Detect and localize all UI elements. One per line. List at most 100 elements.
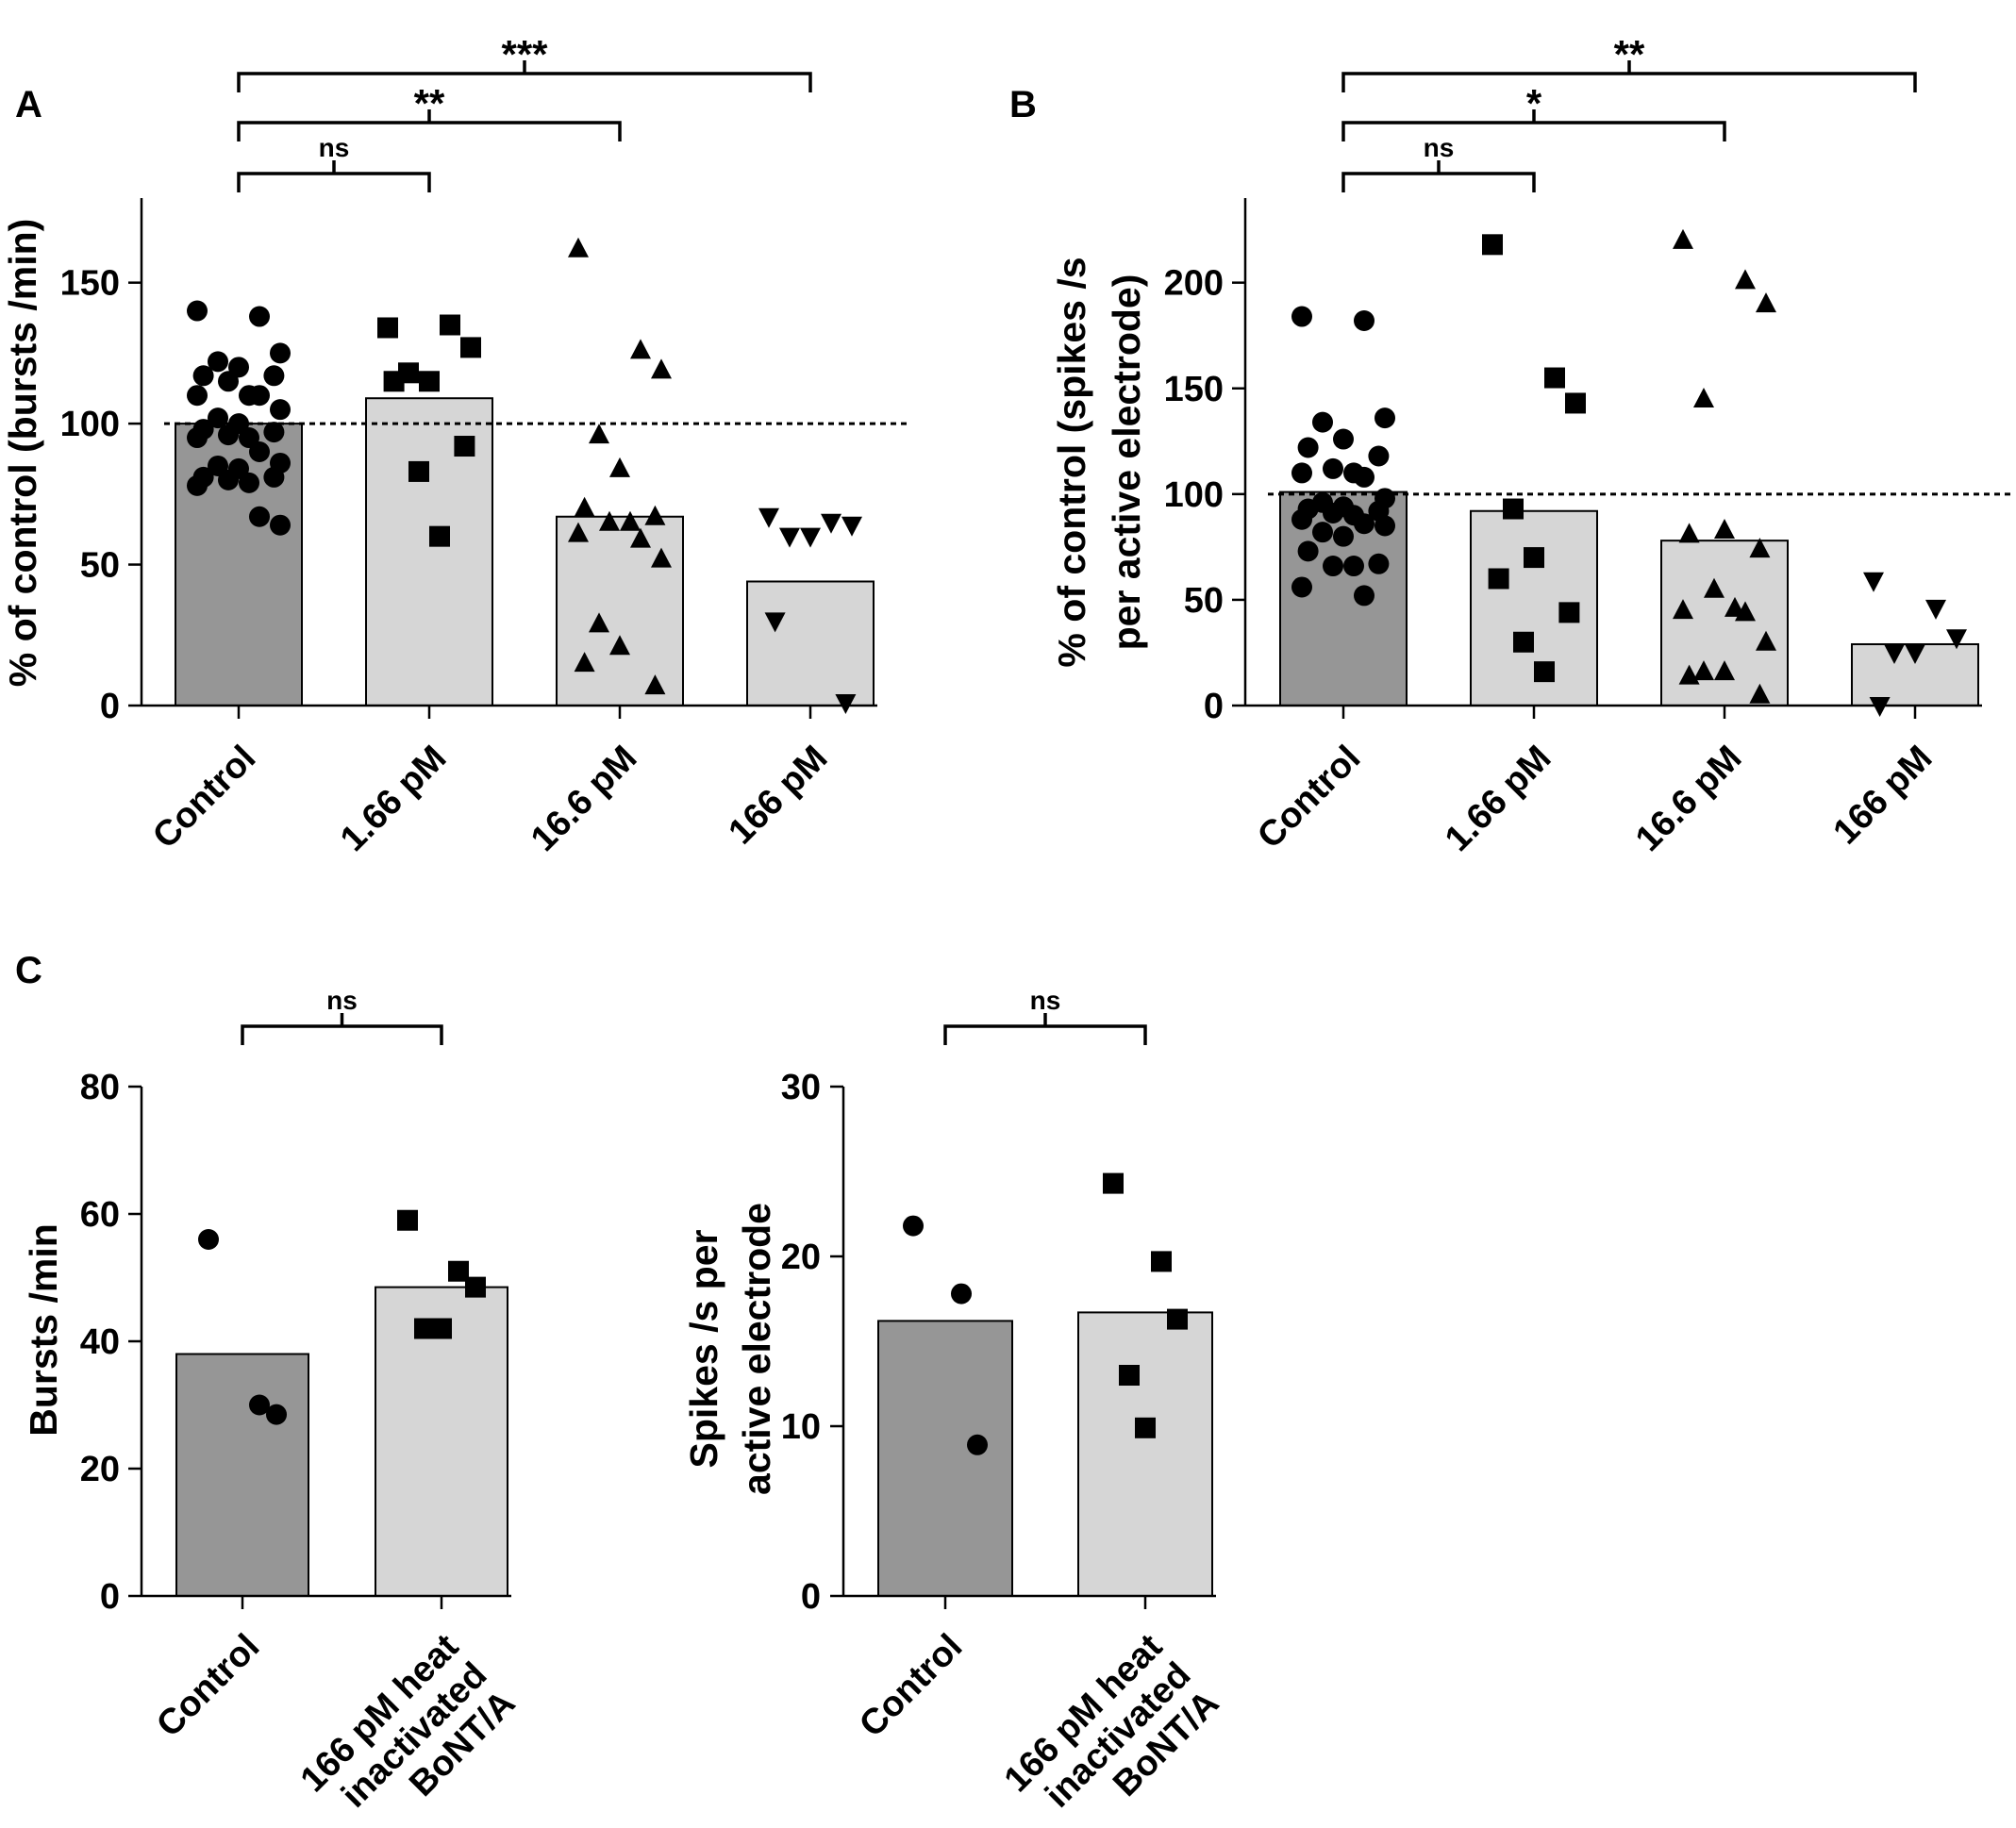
y-tick-label: 50 — [1184, 581, 1224, 621]
data-point — [270, 514, 291, 536]
data-point — [448, 1260, 469, 1282]
x-tick-label: Control — [145, 739, 263, 856]
data-point — [266, 1404, 287, 1425]
y-tick-label: 200 — [1164, 264, 1224, 304]
data-point — [249, 506, 270, 527]
data-point — [1488, 568, 1509, 590]
data-point — [187, 385, 208, 407]
data-point — [1565, 392, 1586, 414]
data-point — [218, 371, 239, 392]
y-tick-label: 0 — [100, 1577, 120, 1617]
data-point — [1291, 462, 1312, 484]
data-point — [651, 358, 672, 379]
x-tick-label: 166 pM — [722, 739, 836, 853]
data-point — [1544, 367, 1565, 389]
data-point — [1323, 457, 1343, 479]
bar-0 — [175, 1353, 309, 1597]
data-point — [429, 525, 450, 547]
significance-label: * — [1526, 81, 1542, 125]
data-point — [609, 457, 630, 477]
data-point — [263, 466, 285, 488]
data-point — [609, 635, 630, 656]
y-tick-label: 40 — [80, 1322, 120, 1362]
x-tick-label: 166 pM — [1826, 739, 1941, 853]
y-tick-label: 100 — [60, 405, 120, 444]
data-point — [758, 507, 779, 528]
data-point — [465, 1276, 486, 1298]
data-point — [630, 339, 651, 359]
panel-label-b: B — [1009, 84, 1037, 125]
data-point — [408, 460, 429, 482]
x-tick-label: 16.6 pM — [524, 739, 644, 859]
data-point — [1735, 601, 1756, 622]
data-point — [1135, 1417, 1156, 1438]
data-point — [198, 1229, 219, 1250]
data-point — [1749, 538, 1771, 558]
data-point — [1103, 1172, 1124, 1194]
x-tick-label: Control — [1250, 739, 1368, 856]
data-point — [1323, 503, 1343, 524]
y-tick-label: 10 — [781, 1407, 821, 1447]
data-point — [1333, 428, 1354, 450]
data-point — [1693, 660, 1714, 681]
significance-bracket — [241, 1013, 443, 1045]
data-point — [187, 427, 208, 449]
significance-bracket — [1341, 60, 1917, 92]
data-point — [1297, 540, 1319, 562]
data-point — [270, 399, 291, 421]
data-point — [1368, 553, 1390, 574]
data-point — [1673, 599, 1693, 620]
data-point — [1905, 643, 1925, 664]
data-point — [1375, 515, 1395, 537]
y-tick-label: 50 — [80, 546, 120, 586]
data-point — [208, 351, 228, 373]
data-point — [1354, 466, 1375, 488]
data-point — [1354, 513, 1375, 535]
data-point — [651, 547, 672, 568]
x-tick-label: 1.66 pM — [1438, 739, 1558, 859]
data-point — [1863, 572, 1884, 592]
data-point — [218, 469, 239, 490]
significance-bracket — [237, 160, 431, 192]
significance-label: ns — [1424, 133, 1455, 162]
significance-bracket — [943, 1013, 1147, 1045]
data-point — [1735, 269, 1756, 290]
y-tick-label: 30 — [781, 1068, 821, 1107]
data-point — [1524, 547, 1544, 569]
data-point — [1678, 664, 1700, 685]
data-point — [1312, 522, 1333, 543]
panel-label-c: C — [15, 950, 42, 991]
y-tick-label: 0 — [1204, 687, 1224, 726]
x-tick-label: 1.66 pM — [333, 739, 454, 859]
data-point — [1151, 1251, 1172, 1272]
data-point — [1312, 411, 1333, 433]
data-point — [1869, 697, 1891, 717]
data-point — [1925, 599, 1946, 620]
data-point — [249, 441, 270, 462]
data-point — [1884, 643, 1905, 664]
data-point — [1297, 437, 1319, 458]
data-point — [249, 306, 270, 327]
y-axis-label-line: Spikes /s per — [682, 1229, 725, 1468]
data-point — [419, 371, 440, 392]
significance-bracket — [237, 109, 622, 141]
data-point — [249, 385, 270, 407]
data-point — [192, 365, 214, 387]
y-tick-label: 60 — [80, 1195, 120, 1235]
data-point — [644, 674, 666, 695]
data-point — [187, 474, 208, 496]
data-point — [1678, 523, 1700, 543]
data-point — [239, 472, 259, 493]
data-point — [951, 1283, 972, 1305]
data-point — [1756, 292, 1776, 313]
data-point — [1714, 660, 1735, 681]
data-point — [454, 436, 475, 457]
data-point — [218, 424, 239, 446]
data-point — [1704, 577, 1724, 598]
data-point — [630, 527, 651, 548]
y-tick-label: 0 — [801, 1577, 821, 1617]
data-point — [1375, 407, 1395, 429]
data-point — [1119, 1365, 1140, 1386]
